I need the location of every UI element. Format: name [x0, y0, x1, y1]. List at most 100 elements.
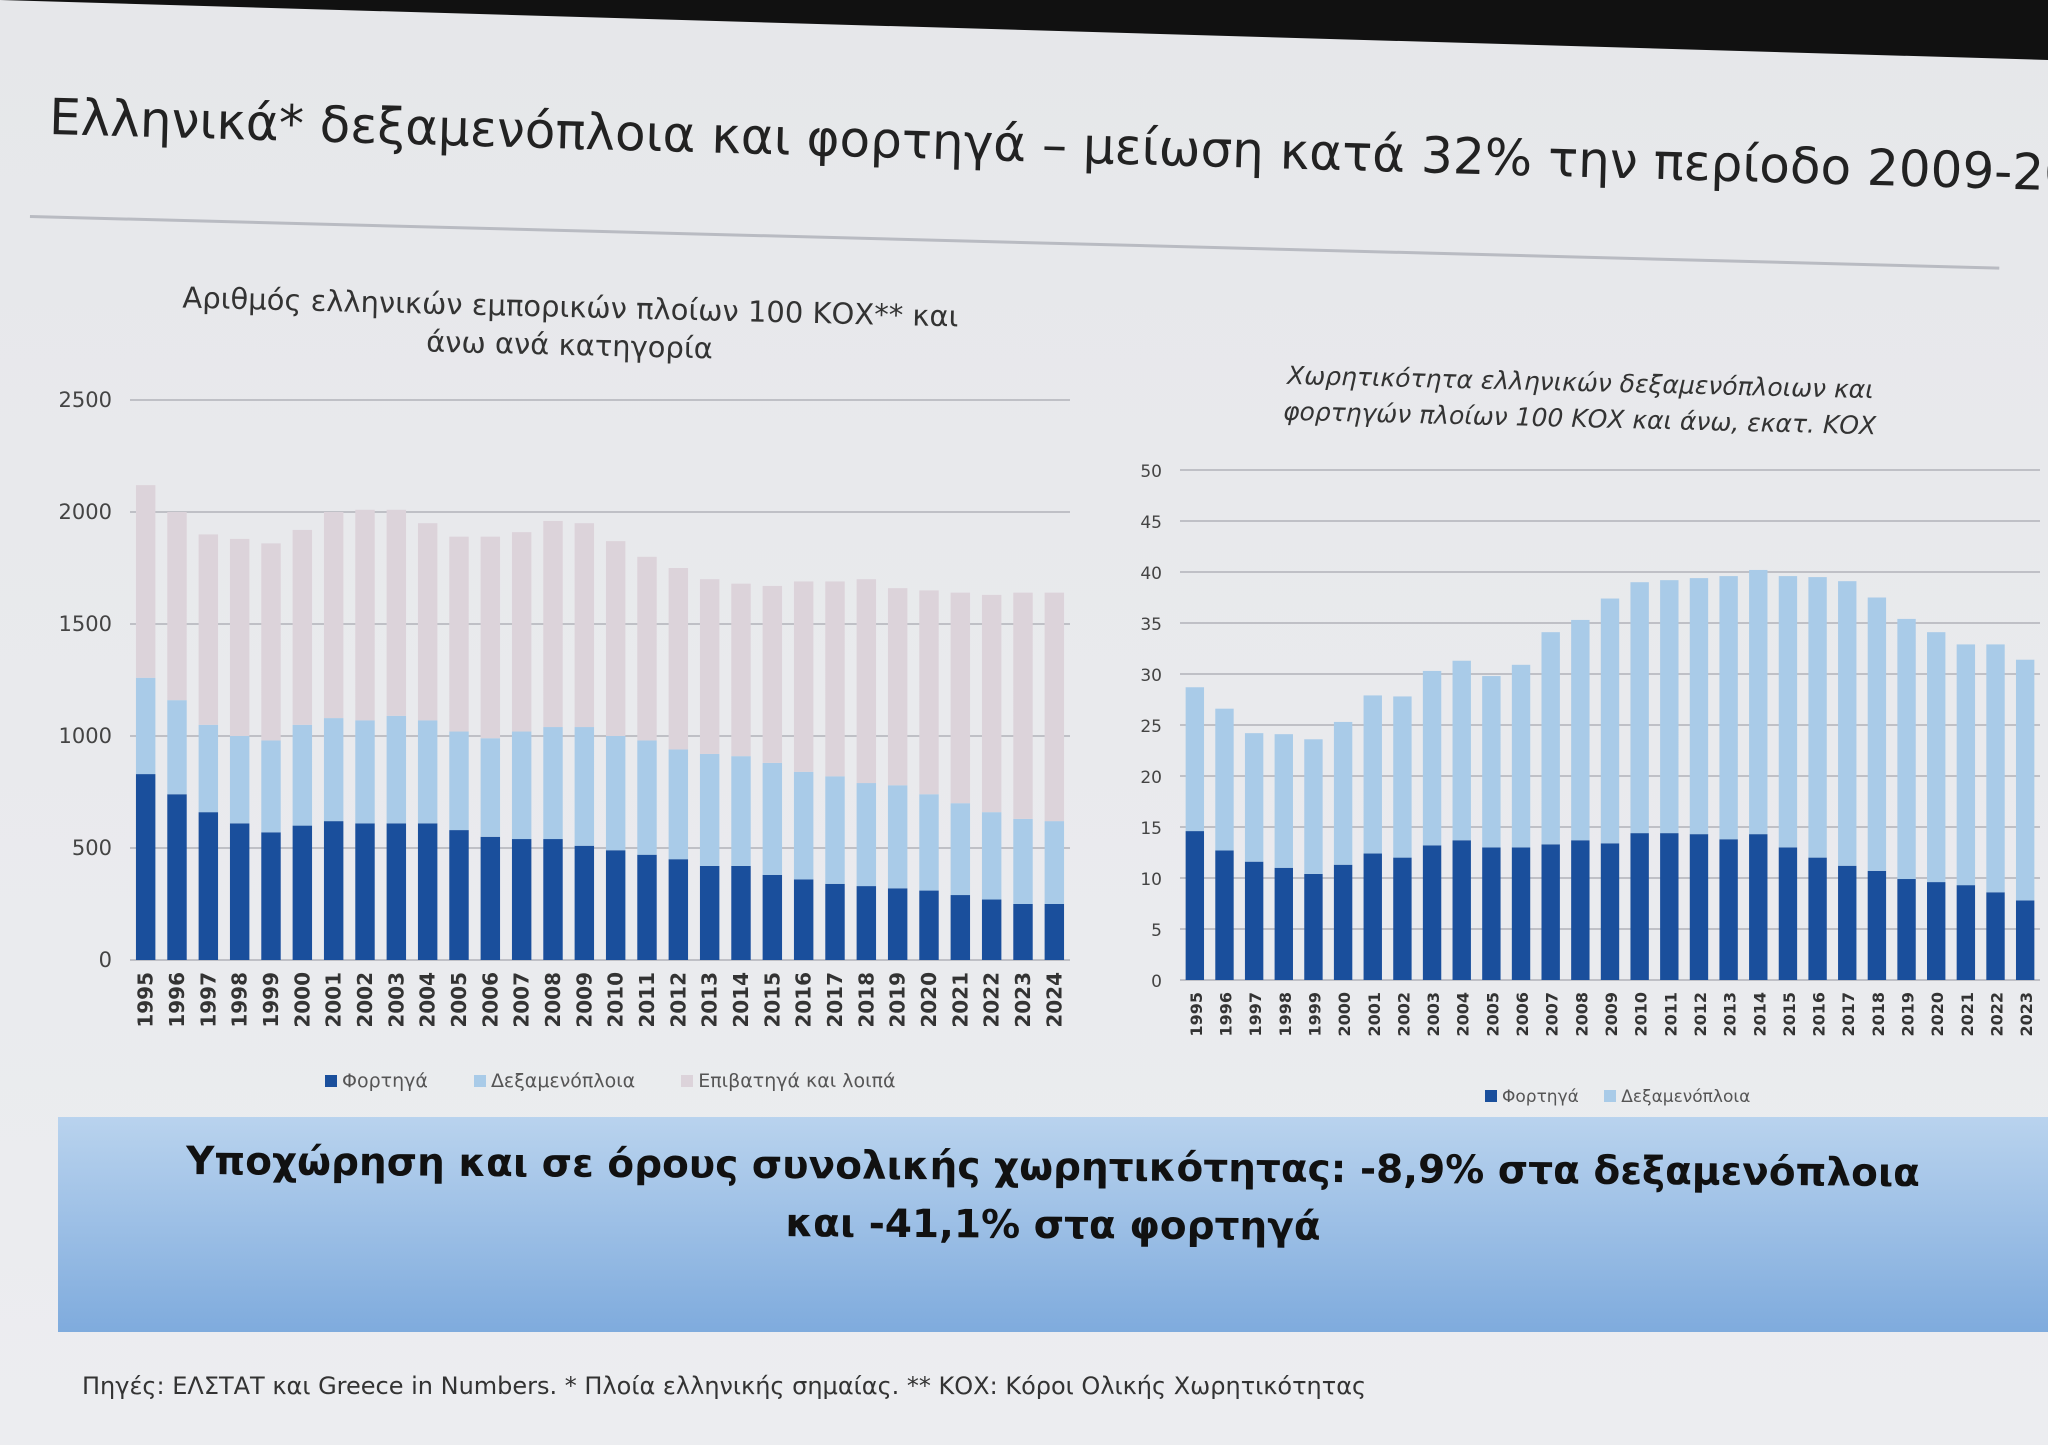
bar-tankers [1422, 670, 1442, 846]
bar-other [825, 581, 845, 777]
y-tick-label: 40 [1140, 564, 1162, 584]
bar-tankers [229, 736, 250, 824]
bar-cargo [511, 839, 532, 960]
bar-other [762, 585, 783, 763]
bar-tankers [261, 740, 281, 833]
bar-cargo [1600, 843, 1620, 980]
bar-cargo [167, 794, 187, 960]
x-tick-label: 1997 [196, 972, 220, 1028]
x-tick-label: 2007 [1543, 992, 1562, 1037]
bar-cargo [2015, 900, 2035, 980]
bar-tankers [1689, 578, 1709, 835]
x-tick-label: 2015 [760, 972, 784, 1028]
x-tick-label: 2004 [416, 972, 440, 1028]
y-tick-label: 5 [1151, 921, 1162, 941]
bar-tankers [386, 715, 407, 824]
bar-tankers [1927, 632, 1946, 883]
bar-other [417, 523, 438, 721]
bar-other [919, 590, 939, 795]
y-tick-label: 30 [1140, 666, 1162, 686]
bar-tankers [1274, 734, 1293, 868]
legend-item-cargo: Φορτηγά [1485, 1087, 1579, 1107]
bar-cargo [480, 836, 501, 960]
bar-cargo [1422, 845, 1442, 980]
x-tick-label: 2000 [290, 972, 314, 1028]
bar-other [292, 529, 313, 725]
left-chart-legend: Φορτηγά Δεξαμενόπλοια Επιβατηγά και λοιπ… [325, 1070, 936, 1092]
bar-tankers [1600, 598, 1620, 844]
bar-cargo [731, 865, 751, 960]
legend-item-tankers: Δεξαμενόπλοια [1604, 1087, 1750, 1107]
x-tick-label: 2020 [917, 972, 941, 1028]
x-tick-label: 2001 [1365, 992, 1384, 1037]
left-chart: 0 500 1000 1500 2000 2500 1995 1996 1997 1998 1999… [59, 388, 1070, 1028]
x-tick-label: 2005 [447, 972, 471, 1028]
x-tick-label: 2006 [1513, 992, 1532, 1037]
bar-tankers [887, 785, 908, 889]
bar-cargo [1541, 844, 1560, 980]
x-tick-label: 1999 [1305, 992, 1324, 1037]
bar-cargo [1838, 865, 1857, 980]
bar-tankers [1867, 597, 1887, 871]
x-tick-label: 2011 [635, 972, 659, 1028]
x-tick-label: 1999 [259, 972, 283, 1028]
bar-other [229, 538, 250, 736]
bar-other [323, 512, 344, 719]
bar-cargo [386, 823, 407, 960]
y-tick-label: 0 [99, 948, 112, 972]
bar-tankers [1393, 696, 1412, 858]
bar-tankers [1013, 818, 1033, 904]
bar-tankers [1452, 660, 1471, 841]
x-tick-label: 2012 [1691, 992, 1710, 1037]
x-tick-label: 2024 [1042, 972, 1066, 1028]
bar-tankers [574, 727, 595, 846]
x-tick-label: 2002 [1394, 992, 1413, 1037]
bar-other [605, 541, 626, 736]
x-tick-label: 1995 [1187, 992, 1206, 1037]
bar-tankers [1044, 821, 1065, 904]
y-tick-label: 1000 [59, 724, 112, 748]
bar-tankers [1778, 576, 1798, 848]
bar-other [574, 523, 595, 728]
x-tick-label: 2017 [823, 972, 847, 1028]
bar-tankers [1571, 619, 1590, 841]
bar-tankers [731, 756, 751, 866]
y-tick-label: 2000 [59, 500, 112, 524]
bar-other [261, 543, 281, 741]
bar-cargo [1393, 857, 1412, 980]
y-tick-label: 50 [1140, 462, 1162, 482]
bar-cargo [198, 812, 219, 960]
x-tick-label: 2020 [1928, 992, 1947, 1037]
x-tick-label: 2023 [1011, 972, 1035, 1028]
bar-cargo [1778, 847, 1798, 980]
bar-other [167, 512, 187, 701]
bar-tankers [167, 700, 187, 795]
bar-cargo [261, 832, 281, 960]
bar-cargo [292, 825, 313, 960]
bar-cargo [1511, 847, 1531, 980]
bar-cargo [668, 859, 689, 960]
x-tick-label: 2021 [1958, 992, 1977, 1037]
bar-tankers [1541, 632, 1560, 845]
bar-cargo [229, 823, 250, 960]
bar-tankers [825, 776, 845, 884]
bar-other [950, 592, 971, 804]
right-chart: 0 5 10 15 20 25 30 35 40 45 50 1995 1996 1997 1998 1999… [1140, 462, 2040, 1037]
x-tick-label: 2014 [729, 972, 753, 1028]
x-tick-label: 2016 [792, 972, 816, 1028]
bar-other [637, 556, 657, 741]
bar-other [198, 534, 219, 725]
bar-cargo [355, 823, 375, 960]
legend-item-cargo: Φορτηγά [325, 1070, 428, 1092]
x-tick-label: 2009 [572, 972, 596, 1028]
bar-cargo [1013, 904, 1033, 960]
x-tick-label: 2022 [980, 972, 1004, 1028]
y-tick-label: 0 [1151, 972, 1162, 992]
bar-cargo [1808, 857, 1827, 980]
bar-tankers [950, 803, 971, 896]
bar-cargo [574, 845, 595, 960]
x-tick-label: 2002 [353, 972, 377, 1028]
bar-cargo [856, 886, 877, 960]
bar-tankers [135, 677, 156, 775]
bar-tankers [1719, 576, 1738, 840]
